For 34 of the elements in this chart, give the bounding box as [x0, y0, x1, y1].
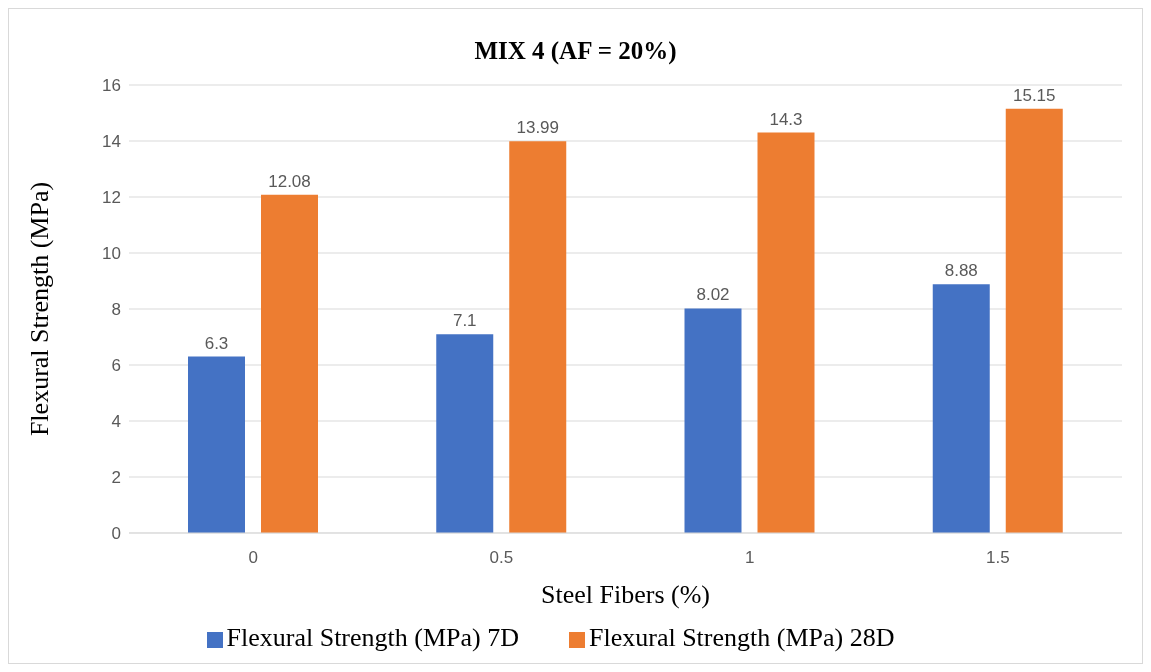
- data-label: 14.3: [769, 109, 803, 129]
- y-tick-label: 4: [111, 412, 121, 432]
- chart-title: MIX 4 (AF = 20%): [473, 36, 678, 67]
- data-label: 12.08: [268, 171, 311, 191]
- x-tick-label: 1.5: [986, 548, 1010, 568]
- x-tick-label: 0: [248, 548, 258, 568]
- bar: [509, 141, 567, 533]
- legend-label: Flexural Strength (MPa) 28D: [589, 623, 895, 652]
- y-tick-label: 10: [102, 244, 121, 264]
- data-label: 8.88: [944, 261, 978, 281]
- y-tick-label: 12: [102, 188, 121, 208]
- x-tick-label: 1: [744, 548, 755, 568]
- bar: [684, 308, 742, 533]
- bar: [261, 194, 318, 533]
- data-label: 15.15: [1012, 85, 1056, 105]
- data-label: 13.99: [516, 118, 560, 138]
- bar: [188, 356, 245, 533]
- y-tick-label: 0: [111, 524, 121, 544]
- y-tick-label: 8: [111, 300, 121, 320]
- data-label: 7.1: [452, 311, 477, 331]
- x-axis-title: Steel Fibers (%): [541, 580, 710, 609]
- y-axis-title: Flexural Strength (MPa): [25, 181, 55, 437]
- bar: [1005, 108, 1063, 533]
- bar: [932, 284, 990, 533]
- y-tick-label: 2: [111, 468, 121, 488]
- x-tick-label: 0.5: [489, 548, 514, 568]
- y-tick-label: 6: [111, 356, 121, 376]
- y-tick-label: 16: [102, 76, 121, 96]
- legend-label: Flexural Strength (MPa) 7D: [226, 623, 519, 652]
- data-label: 8.02: [696, 285, 730, 305]
- data-label: 6.3: [204, 333, 229, 353]
- y-tick-label: 14: [102, 132, 121, 152]
- bar: [757, 132, 815, 533]
- bar: [436, 334, 494, 533]
